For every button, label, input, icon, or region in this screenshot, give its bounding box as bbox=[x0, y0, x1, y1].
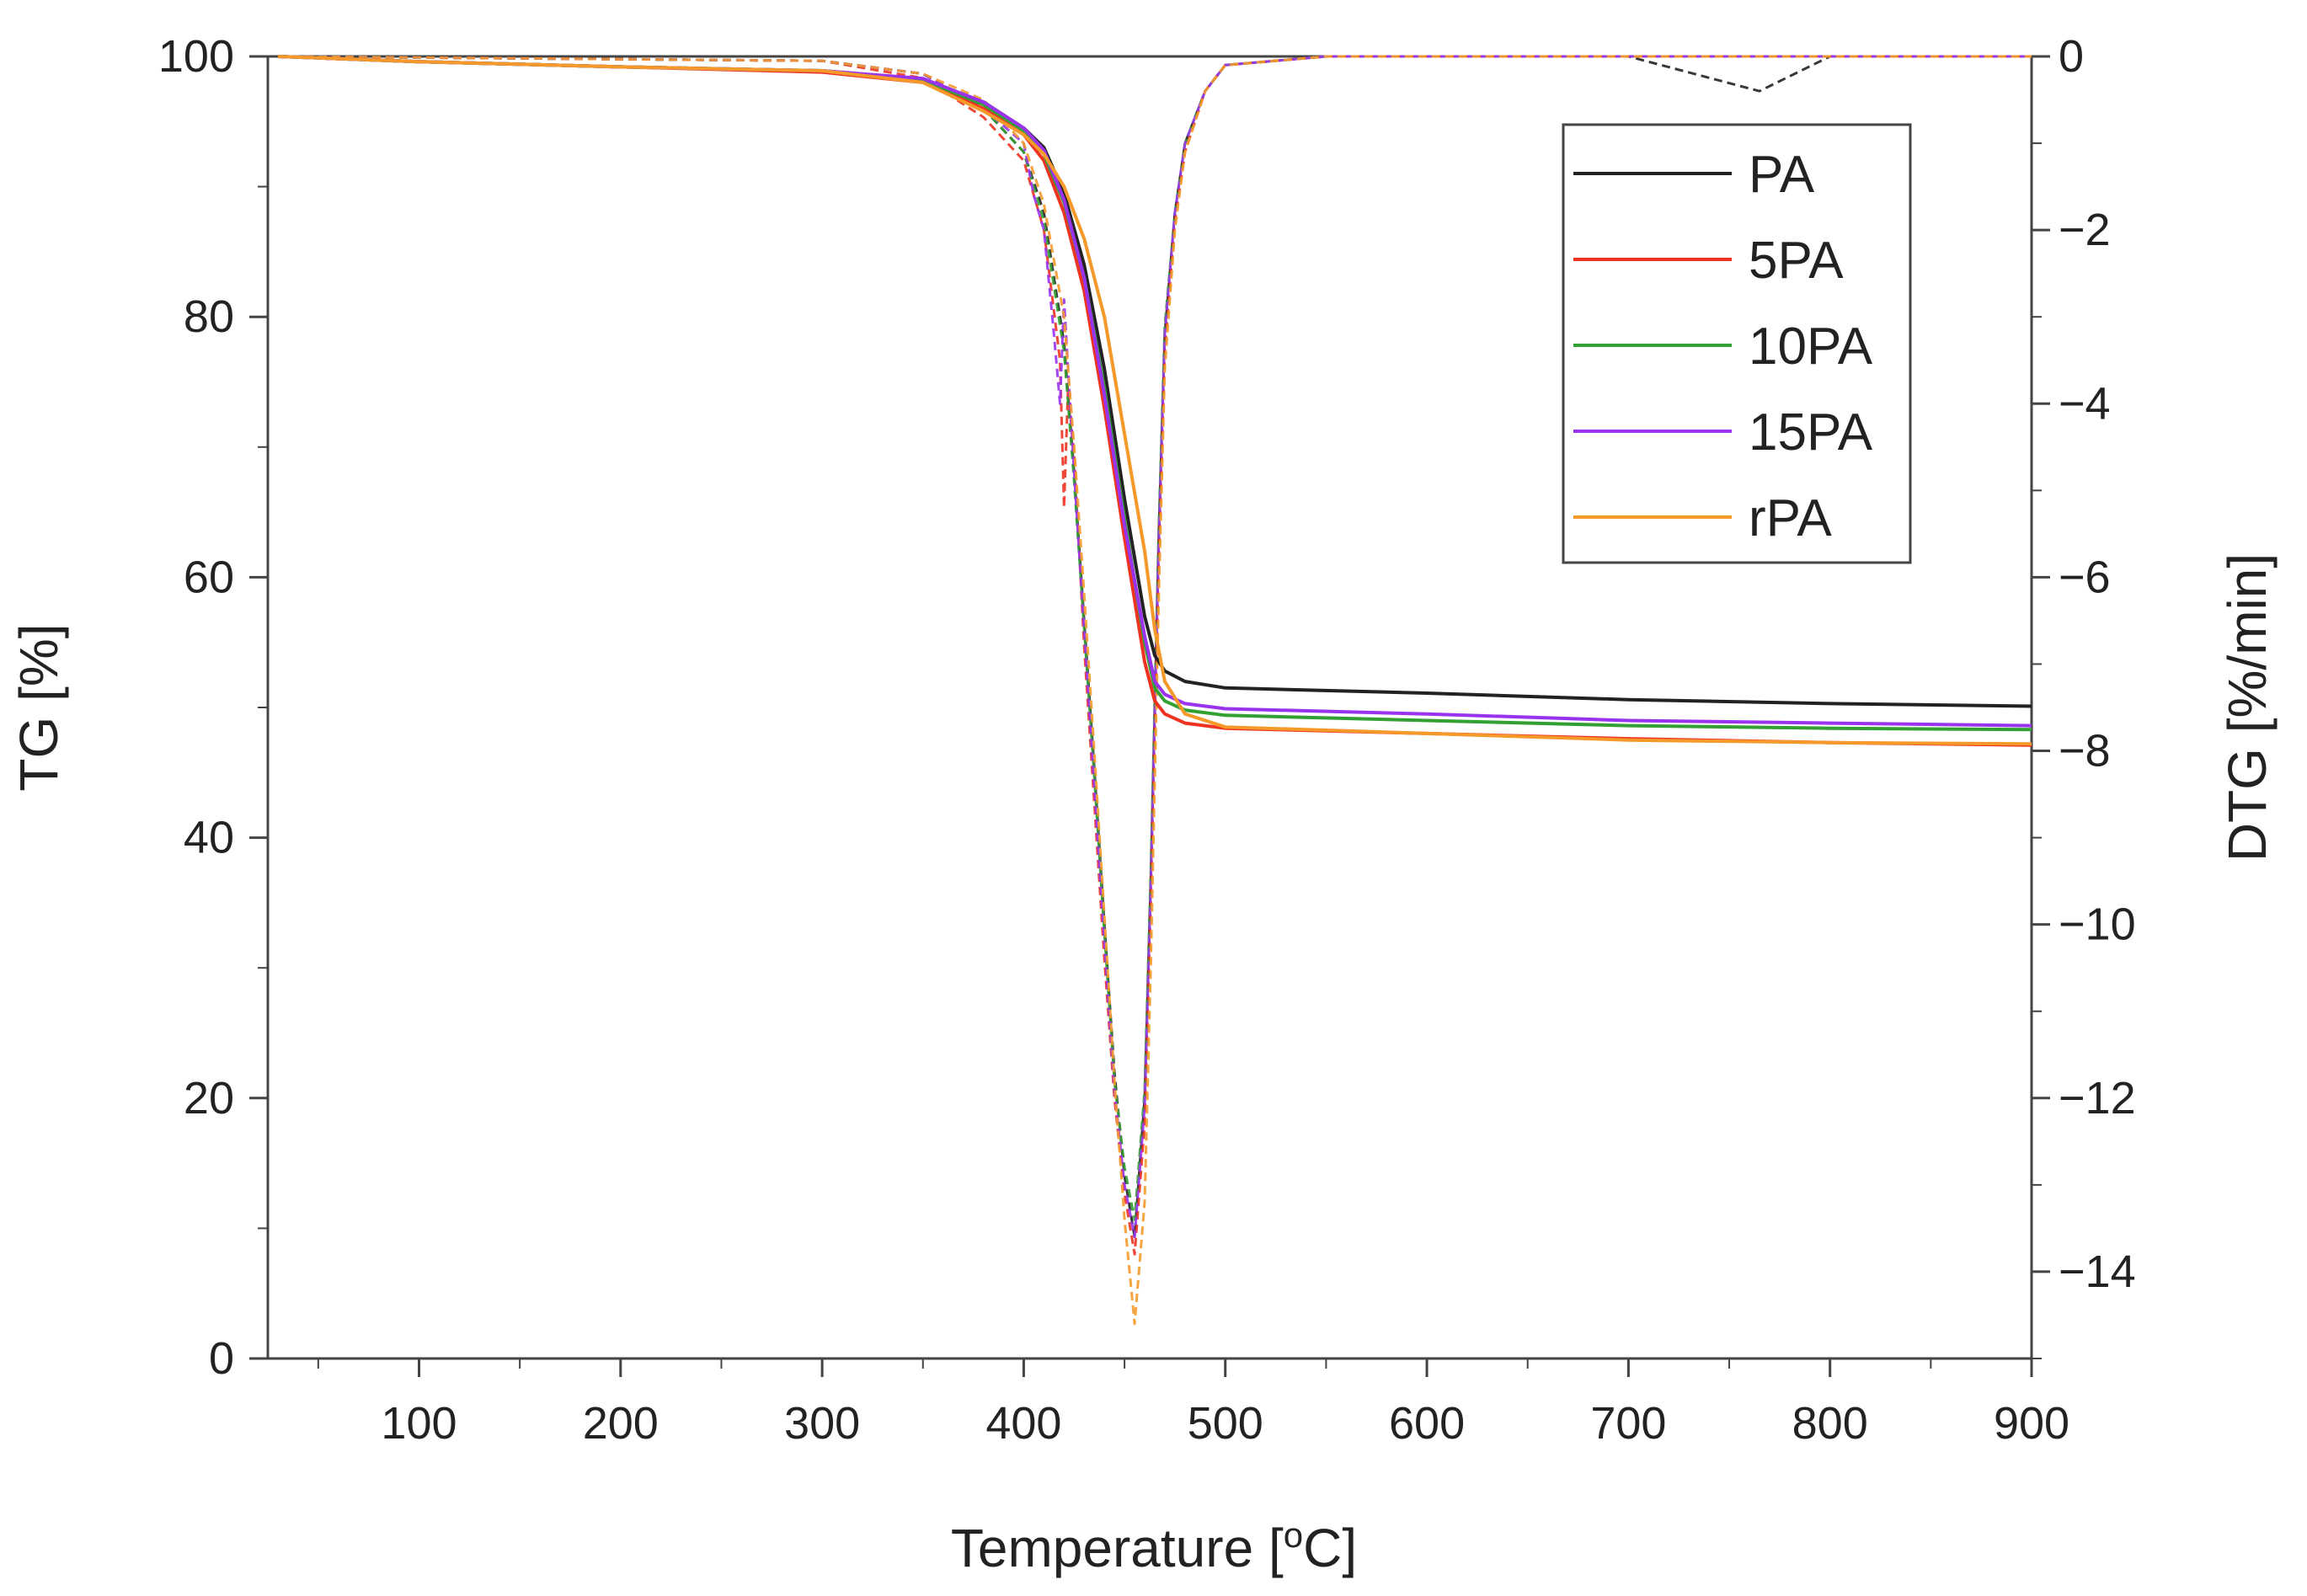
y2-tick-label: −6 bbox=[2059, 552, 2111, 602]
legend-label-rpa: rPA bbox=[1749, 489, 1832, 547]
y2-tick-label: −8 bbox=[2059, 726, 2111, 777]
x-axis-title: Temperature [oC] bbox=[951, 1515, 1357, 1579]
x-axis-title-main: Temperature [ bbox=[951, 1518, 1284, 1578]
y-tick-label: 40 bbox=[184, 813, 234, 863]
y-tick-label: 0 bbox=[209, 1333, 234, 1384]
x-axis-title-sup: o bbox=[1284, 1515, 1303, 1555]
dtg-series-rpa bbox=[277, 55, 2032, 1326]
x-tick-label: 400 bbox=[985, 1398, 1061, 1449]
tg-series-rpa bbox=[277, 55, 2032, 746]
y-tick-label: 60 bbox=[184, 552, 234, 602]
y2-tick-label: −12 bbox=[2059, 1073, 2136, 1124]
y-tick-label: 100 bbox=[158, 31, 234, 82]
y2-axis-title: DTG [%/min] bbox=[2217, 553, 2278, 862]
legend-label-10pa: 10PA bbox=[1749, 318, 1873, 376]
x-axis-title-unit: C] bbox=[1303, 1518, 1357, 1578]
x-tick-label: 500 bbox=[1188, 1398, 1263, 1449]
y-tick-label: 20 bbox=[184, 1073, 234, 1124]
y-axis-title: TG [%] bbox=[8, 623, 69, 791]
x-tick-label: 600 bbox=[1389, 1398, 1465, 1449]
x-tick-label: 100 bbox=[381, 1398, 457, 1449]
y2-tick-label: −10 bbox=[2059, 899, 2136, 950]
legend-label-5pa: 5PA bbox=[1749, 232, 1844, 290]
y2-tick-label: 0 bbox=[2059, 31, 2084, 82]
legend-label-pa: PA bbox=[1749, 146, 1815, 204]
y2-tick-label: −4 bbox=[2059, 378, 2111, 429]
y2-tick-label: −2 bbox=[2059, 205, 2111, 255]
x-tick-label: 700 bbox=[1590, 1398, 1666, 1449]
x-tick-label: 200 bbox=[583, 1398, 659, 1449]
y2-tick-label: −14 bbox=[2059, 1246, 2136, 1297]
x-tick-label: 300 bbox=[784, 1398, 860, 1449]
x-tick-label: 800 bbox=[1792, 1398, 1868, 1449]
y-tick-label: 80 bbox=[184, 291, 234, 342]
x-tick-label: 900 bbox=[1994, 1398, 2069, 1449]
legend-label-15pa: 15PA bbox=[1749, 403, 1873, 462]
